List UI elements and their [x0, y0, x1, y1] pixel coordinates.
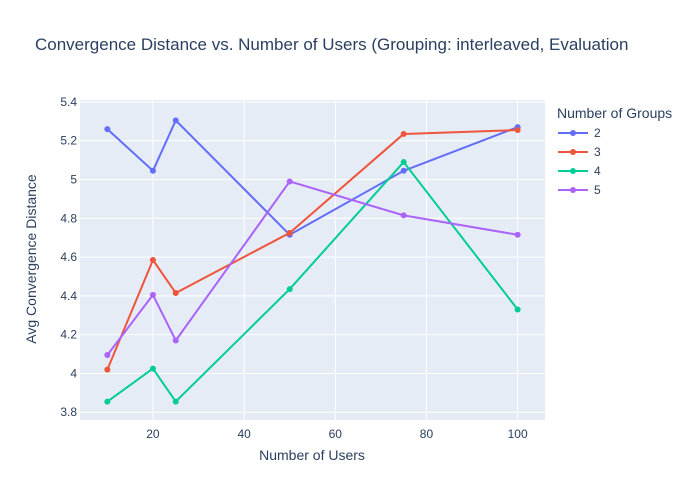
x-tick-label: 80	[420, 427, 434, 441]
series-line	[106, 129, 518, 370]
data-point	[149, 291, 156, 298]
legend-item-4[interactable]: 4	[558, 164, 601, 178]
x-tick-label: 40	[237, 427, 251, 441]
y-tick-label: 4	[70, 366, 77, 380]
series-line	[106, 119, 519, 236]
y-axis-title: Avg Convergence Distance	[23, 174, 39, 344]
legend-title: Number of Groups	[557, 105, 672, 121]
legend-item-2[interactable]: 2	[558, 126, 601, 140]
data-point	[514, 127, 521, 134]
y-tick-label: 5.4	[60, 95, 77, 109]
data-point	[149, 365, 156, 372]
data-point	[149, 167, 156, 174]
data-point	[400, 212, 407, 219]
data-point	[514, 306, 521, 313]
series-group	[104, 117, 521, 405]
legend: Number of Groups 2 3 4 5	[557, 105, 672, 197]
x-tick-label: 60	[329, 427, 343, 441]
data-point	[172, 337, 179, 344]
y-tick-label: 5.2	[60, 134, 77, 148]
plot-area	[80, 100, 545, 420]
series-line	[106, 161, 519, 403]
data-point	[286, 286, 293, 293]
legend-label: 3	[594, 145, 601, 159]
y-tick-label: 4.4	[60, 289, 77, 303]
y-tick-label: 4.8	[60, 211, 77, 225]
legend-marker	[570, 187, 576, 193]
series-5	[104, 178, 521, 359]
data-point	[514, 231, 521, 238]
legend-label: 5	[594, 183, 601, 197]
legend-marker	[570, 149, 576, 155]
series-3	[104, 127, 521, 373]
data-point	[172, 289, 179, 296]
y-tick-label: 3.8	[60, 405, 77, 419]
legend-item-5[interactable]: 5	[558, 183, 601, 197]
data-point	[400, 130, 407, 137]
y-tick-label: 4.6	[60, 250, 77, 264]
data-point	[104, 366, 111, 373]
x-axis-title: Number of Users	[259, 447, 365, 463]
chart-title: Convergence Distance vs. Number of Users…	[35, 35, 628, 54]
legend-label: 2	[594, 126, 601, 140]
legend-marker	[570, 130, 576, 136]
data-point	[104, 126, 111, 133]
data-point	[400, 159, 407, 166]
series-4	[104, 159, 521, 405]
x-tick-label: 20	[146, 427, 160, 441]
y-tick-label: 4.2	[60, 328, 77, 342]
series-line	[106, 180, 518, 356]
data-point	[172, 117, 179, 124]
legend-marker	[570, 168, 576, 174]
legend-item-3[interactable]: 3	[558, 145, 601, 159]
x-tick-label: 100	[508, 427, 528, 441]
y-tick-label: 5	[70, 173, 77, 187]
data-point	[104, 398, 111, 405]
data-point	[149, 257, 156, 263]
tick-labels: 20 40 60 80 100 3.8 4 4.2 4.4 4.6 4.8 5 5.2 5.4	[60, 95, 528, 441]
data-point	[172, 398, 179, 405]
data-point	[286, 229, 293, 236]
data-point	[104, 352, 111, 359]
legend-label: 4	[594, 164, 601, 178]
data-point	[286, 178, 293, 185]
grid	[80, 100, 545, 420]
data-point	[400, 167, 407, 174]
